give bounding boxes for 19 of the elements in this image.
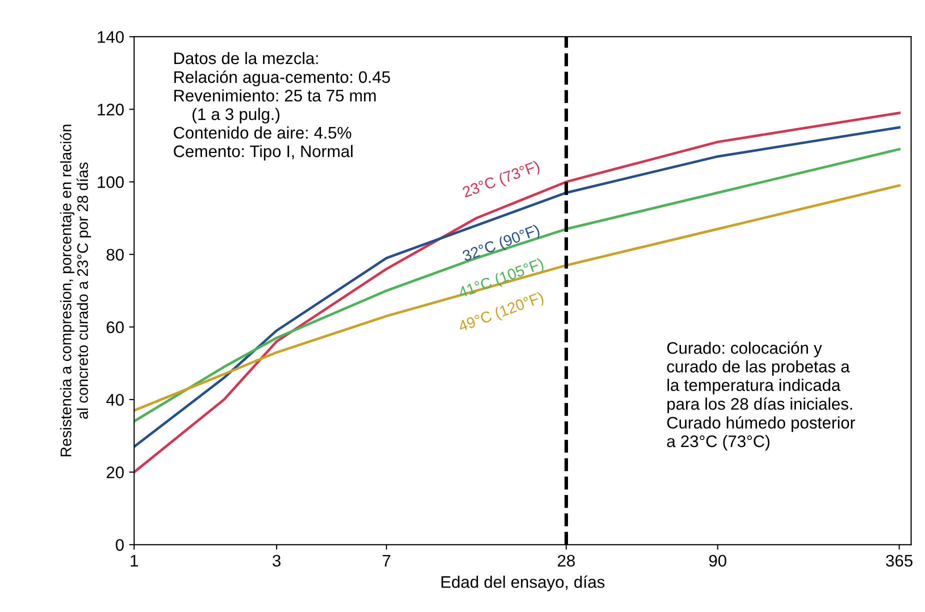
- x-tick-label: 1: [130, 555, 138, 566]
- x-tick-label: 3: [272, 554, 280, 567]
- y-tick-label: 140: [98, 31, 124, 43]
- y-tick-label: 60: [106, 321, 124, 334]
- annotation: Curado: colocación y curado de las probetas a la temperatura indicada para los 28 días iniciales. Curado húmedo posterior a 23°C (73°C): [667, 341, 856, 450]
- y-axis-title: Resistencia a compresion, porcentaje en relación al concreto curado a 23°C por 28 días: [60, 124, 92, 456]
- y-tick-label: 120: [98, 104, 124, 116]
- x-tick-label: 7: [382, 555, 390, 566]
- y-tick-label: 0: [116, 539, 124, 551]
- annotation: Datos de la mezcla: Relación agua-cemento: 0.45 Revenimiento: 25 ta 75 mm (1 a 3 pulg.) Contenido de aire: 4.5% Cemento: Tipo I, Normal: [174, 52, 390, 161]
- text: 23°C (73°F): [462, 160, 542, 200]
- y-tick-label: 40: [106, 394, 124, 406]
- x-tick-label: 28: [558, 554, 575, 567]
- x-tick-label: 90: [709, 554, 726, 567]
- y-tick-label: 20: [106, 466, 124, 478]
- x-axis-title: Edad del ensayo, días: [442, 575, 604, 592]
- x-tick-label: 365: [886, 554, 912, 567]
- y-tick-label: 80: [106, 248, 124, 261]
- y-tick-label: 100: [98, 176, 124, 188]
